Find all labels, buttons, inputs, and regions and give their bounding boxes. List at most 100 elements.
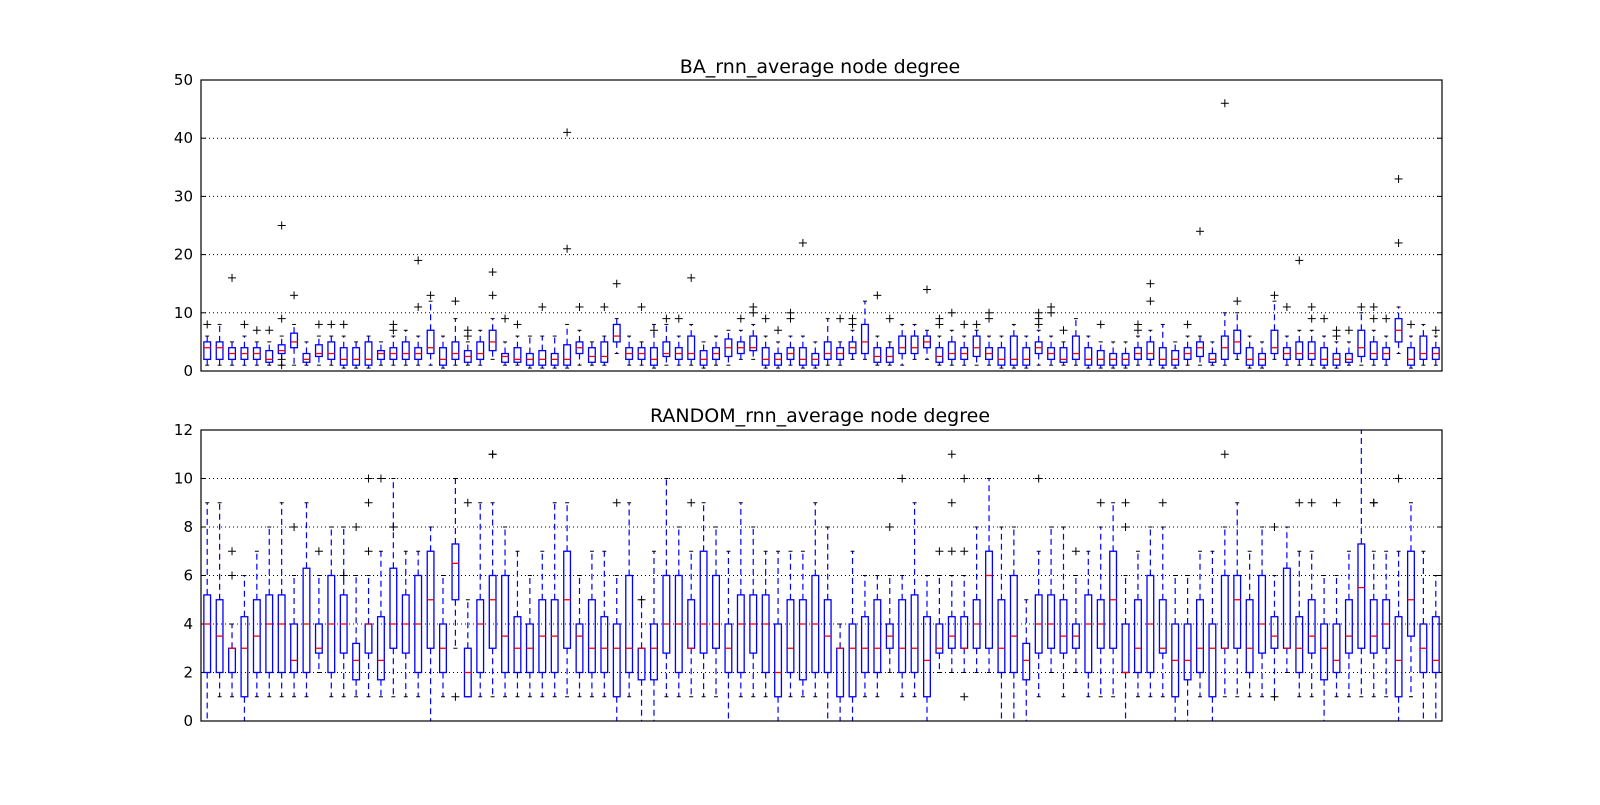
flier-marker	[1220, 99, 1229, 108]
iqr-box	[1295, 341, 1304, 361]
iqr-box	[1258, 574, 1267, 654]
ba-box-63	[972, 320, 981, 366]
iqr-box	[265, 349, 274, 363]
iqr-box	[699, 550, 708, 654]
flier-marker	[674, 314, 683, 323]
ba-box-17	[401, 329, 410, 366]
flier-marker	[1270, 523, 1279, 531]
flier-marker	[947, 547, 956, 556]
iqr-box	[1009, 574, 1018, 674]
random-box-56	[885, 523, 894, 673]
flier-marker	[1220, 450, 1229, 459]
flier-marker	[488, 450, 497, 459]
flier-marker	[1158, 498, 1167, 507]
ba-box-41	[699, 341, 708, 369]
iqr-box	[1047, 594, 1056, 649]
random-box-58	[910, 502, 919, 698]
ba-box-81	[1196, 227, 1205, 366]
flier-marker	[1096, 498, 1105, 507]
iqr-box	[798, 599, 807, 681]
ba-box-92	[1332, 326, 1341, 369]
iqr-box	[203, 341, 212, 361]
ba-box-57	[898, 323, 907, 366]
flier-marker	[228, 273, 237, 282]
ba-box-33	[600, 302, 609, 366]
random-box-50	[811, 502, 820, 698]
iqr-box	[290, 623, 299, 674]
iqr-box	[774, 623, 783, 698]
random-box-46	[761, 550, 770, 698]
iqr-box	[860, 616, 869, 674]
random-box-29	[550, 502, 559, 698]
flier-marker	[339, 571, 348, 580]
flier-marker	[1133, 320, 1142, 329]
iqr-box	[1344, 599, 1353, 654]
iqr-box	[935, 623, 944, 654]
flier-marker	[575, 302, 584, 311]
random-box-7	[277, 502, 286, 698]
random-box-68	[1034, 474, 1043, 698]
iqr-box	[1071, 335, 1080, 361]
ba-box-37	[649, 323, 658, 369]
ba-box-26	[513, 320, 522, 366]
random-box-6	[265, 526, 274, 698]
ba-box-98	[1406, 320, 1415, 369]
random-box-34	[612, 498, 621, 722]
iqr-box	[587, 347, 596, 363]
flier-marker	[240, 320, 249, 329]
iqr-box	[885, 347, 894, 363]
ba-box-53	[848, 314, 857, 360]
iqr-box	[314, 623, 323, 654]
ba-box-29	[550, 335, 559, 369]
ba-box-83	[1220, 99, 1229, 366]
flier-marker	[501, 314, 510, 323]
random-box-86	[1258, 526, 1267, 698]
flier-marker	[1034, 308, 1043, 317]
flier-marker	[364, 498, 373, 507]
random-box-23	[476, 502, 485, 698]
iqr-box	[501, 574, 510, 674]
ba-box-85	[1245, 335, 1254, 369]
iqr-box	[1183, 623, 1192, 681]
random-box-71	[1071, 547, 1080, 673]
ba-box-94	[1357, 302, 1366, 366]
iqr-box	[649, 623, 658, 681]
random-box-22	[463, 498, 472, 698]
iqr-box	[997, 599, 1006, 674]
flier-marker	[277, 314, 286, 323]
random-box-49	[798, 550, 807, 698]
flier-marker	[637, 595, 646, 604]
random-box-30	[563, 502, 572, 698]
flier-marker	[314, 320, 323, 329]
iqr-box	[712, 574, 721, 649]
iqr-box	[1270, 616, 1279, 649]
ba-box-82	[1208, 341, 1217, 366]
flier-marker	[1357, 302, 1366, 311]
iqr-box	[1369, 341, 1378, 361]
ba-box-36	[637, 302, 646, 366]
iqr-box	[798, 347, 807, 366]
iqr-box	[1059, 599, 1068, 654]
random-box-77	[1146, 526, 1155, 698]
flier-marker	[389, 523, 398, 531]
random-box-33	[600, 550, 609, 698]
flier-marker	[848, 314, 857, 323]
random-box-19	[426, 526, 435, 722]
ba-ytick-label: 20	[174, 246, 193, 264]
random-ytick-label: 12	[174, 421, 193, 439]
ba-ytick-label: 40	[174, 129, 193, 147]
flier-marker	[1394, 238, 1403, 247]
random-box-97	[1394, 474, 1403, 722]
random-box-35	[625, 502, 634, 698]
flier-marker	[972, 320, 981, 329]
random-box-5	[252, 550, 261, 698]
iqr-box	[1332, 623, 1341, 674]
flier-marker	[1369, 498, 1378, 507]
ba-box-32	[587, 341, 596, 366]
ba-box-80	[1183, 320, 1192, 366]
flier-marker	[761, 314, 770, 323]
flier-marker	[364, 474, 373, 483]
flier-marker	[736, 314, 745, 323]
flier-marker	[922, 285, 931, 294]
flier-marker	[1382, 314, 1391, 323]
